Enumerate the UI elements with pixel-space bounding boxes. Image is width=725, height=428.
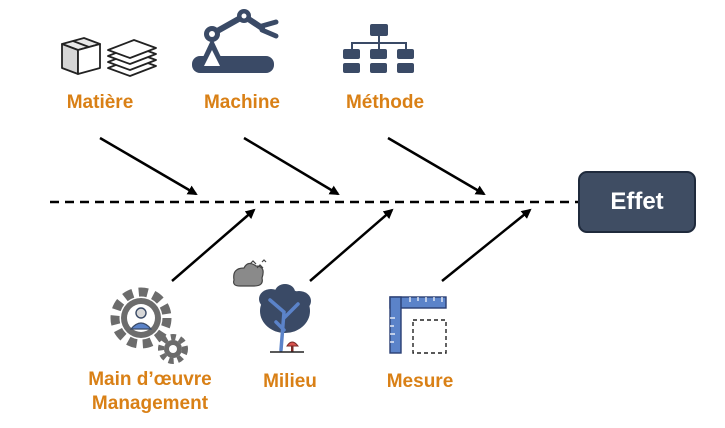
cause-label-main-oeuvre: Main d’œuvre Management <box>60 368 240 416</box>
cause-label-milieu: Milieu <box>263 371 317 392</box>
cause-label-matiere: Matière <box>66 92 134 113</box>
arrow-machine <box>243 136 340 196</box>
materials-icon <box>61 37 157 77</box>
arrow-main-oeuvre <box>171 208 256 282</box>
effect-label: Effet <box>610 188 664 215</box>
robot-arm-icon <box>192 9 279 73</box>
arrow-matiere <box>99 136 198 196</box>
arrow-milieu <box>309 208 394 282</box>
effect-box: Effet <box>578 171 696 233</box>
ruler-icon <box>389 296 447 354</box>
cause-label-main-oeuvre-line1: Main d’œuvre <box>88 369 212 390</box>
arrow-mesure <box>441 208 532 282</box>
cause-label-mesure: Mesure <box>386 371 454 392</box>
cause-label-methode: Méthode <box>345 92 425 113</box>
environment-tree-icon <box>233 259 311 353</box>
cause-label-machine: Machine <box>203 92 281 113</box>
cause-label-main-oeuvre-line2: Management <box>91 393 209 414</box>
gears-person-icon <box>110 287 188 364</box>
flowchart-icon <box>343 24 414 73</box>
arrow-methode <box>387 136 486 196</box>
